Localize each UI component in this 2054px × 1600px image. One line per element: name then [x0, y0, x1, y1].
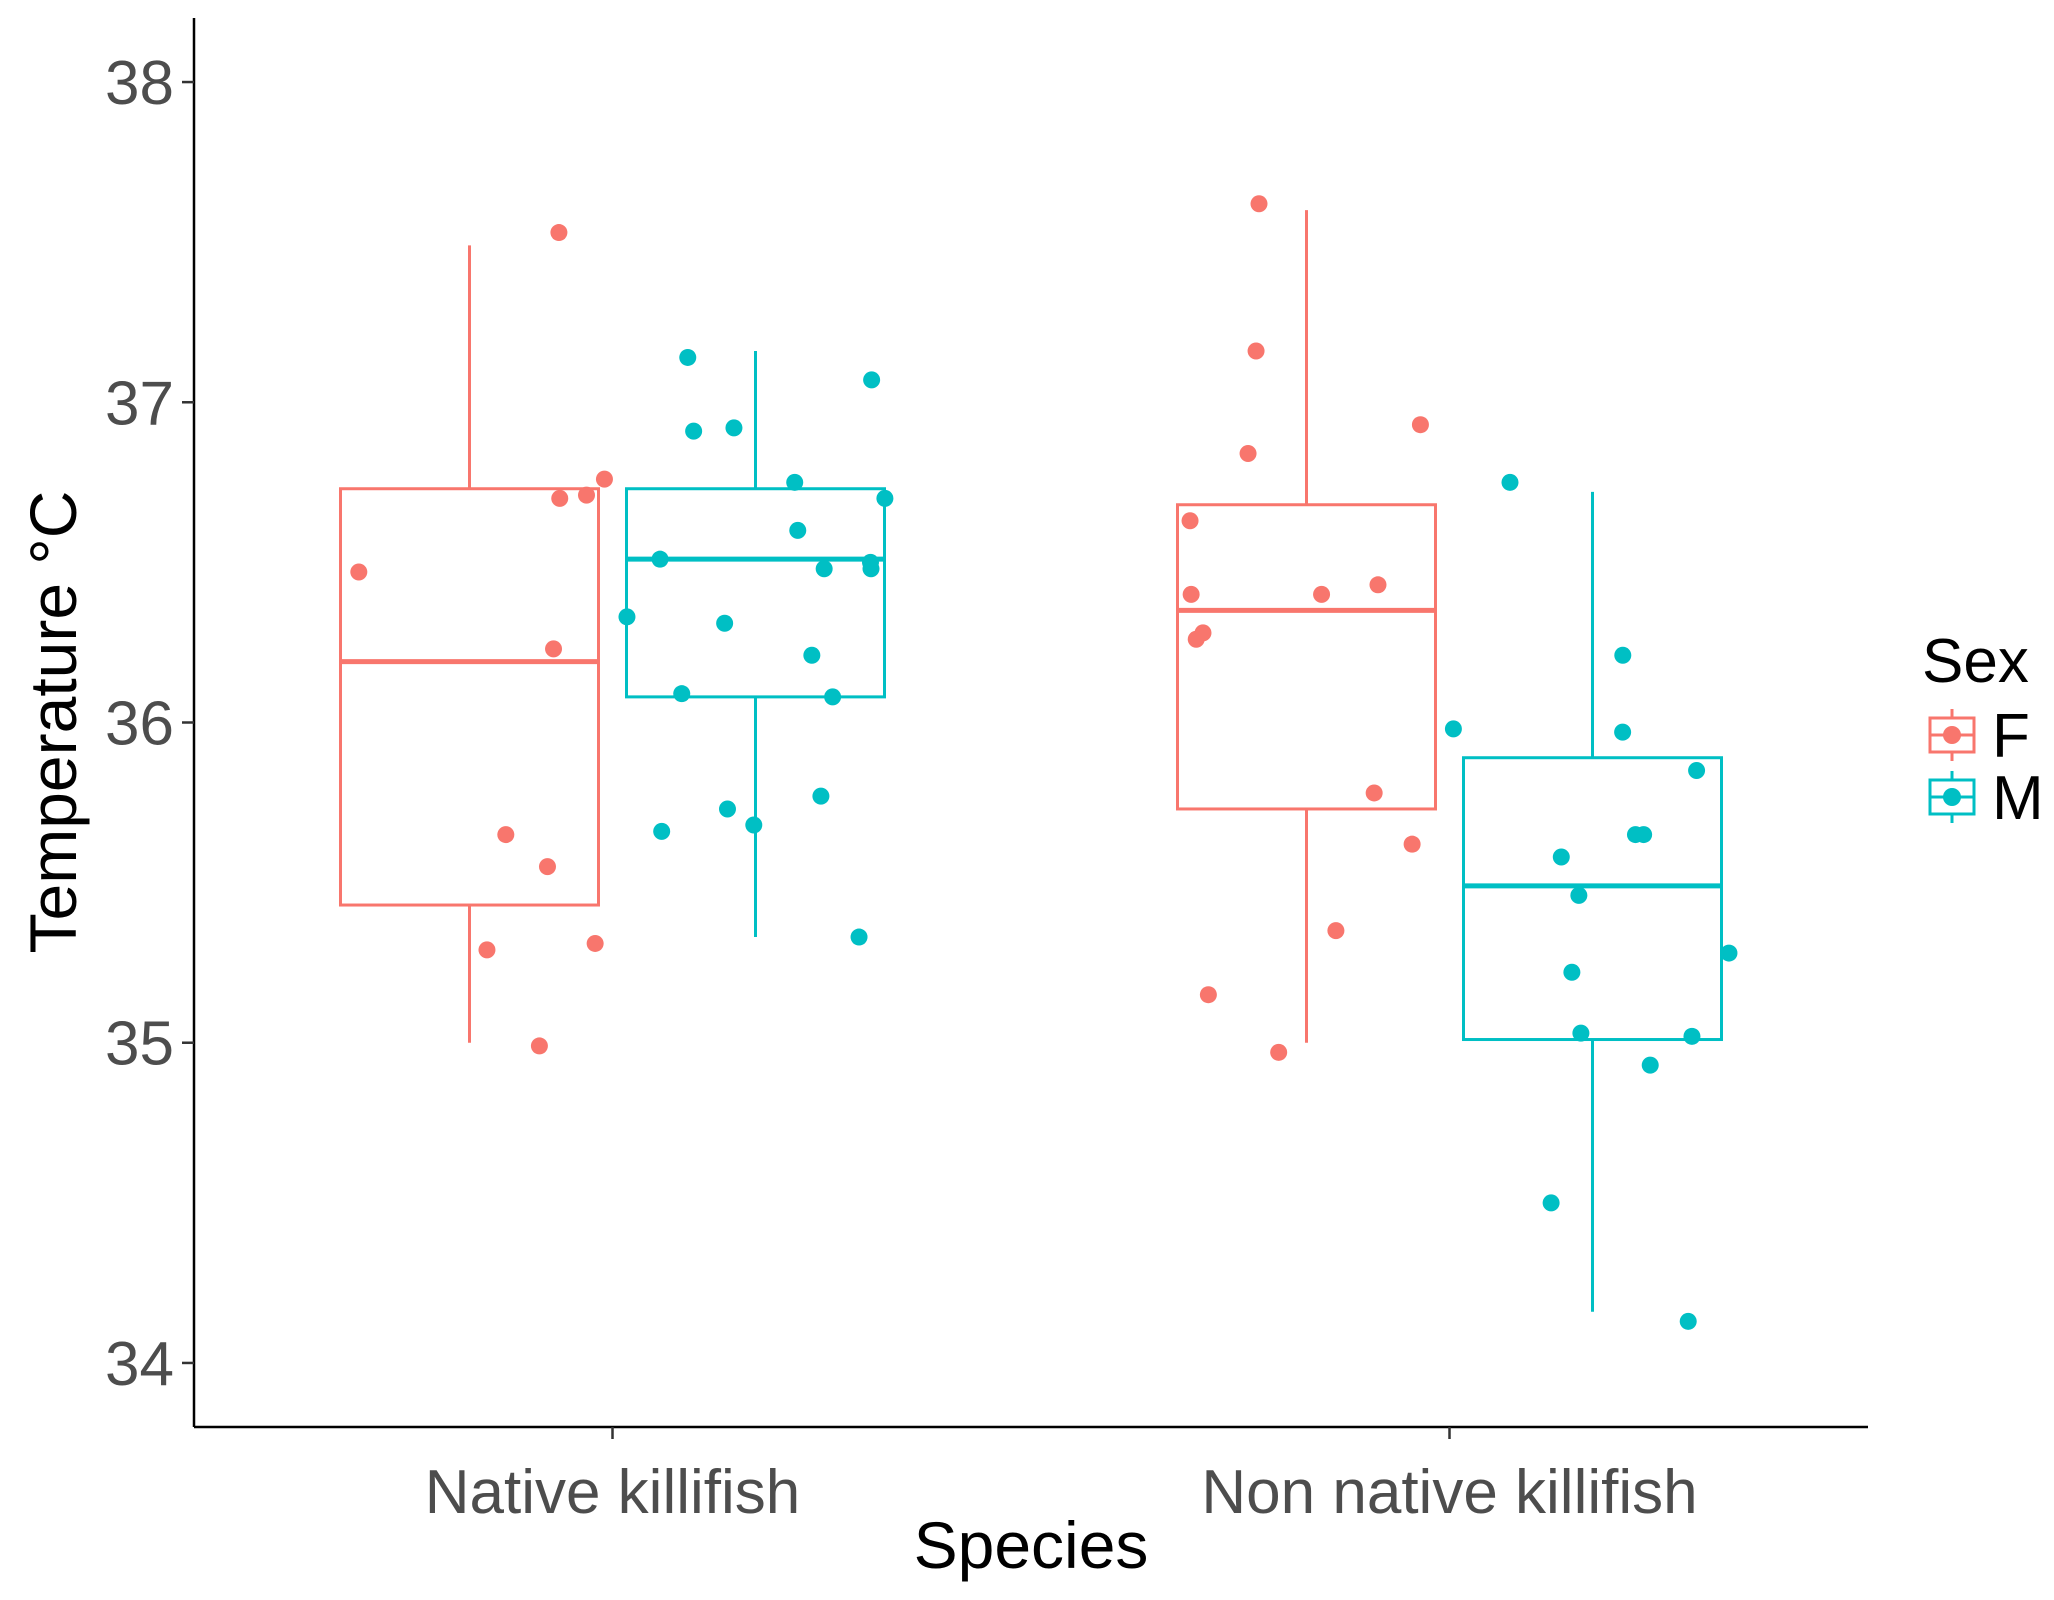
legend-key-point — [1943, 726, 1961, 744]
box-body — [1462, 756, 1723, 1042]
data-point-M — [812, 787, 830, 805]
data-point-F — [1199, 986, 1217, 1004]
data-point-M — [1572, 1024, 1590, 1042]
data-point-F — [586, 934, 604, 952]
y-axis-ticks: 34 35 36 37 38 — [105, 49, 194, 1399]
axes: 34 35 36 37 38 Native killifish Non native ki… — [105, 18, 1868, 1527]
box-M-0 — [625, 351, 886, 938]
box-body — [339, 487, 600, 907]
data-point-F — [1250, 195, 1268, 213]
data-point-M — [1614, 646, 1632, 664]
data-point-M — [863, 371, 881, 389]
data-point-F — [1182, 585, 1200, 603]
data-point-M — [1641, 1056, 1659, 1074]
data-point-M — [653, 822, 671, 840]
data-point-M — [815, 560, 833, 578]
y-tick-label: 37 — [105, 369, 174, 438]
data-point-F — [1181, 512, 1199, 530]
y-axis-title: Temperature °C — [16, 491, 90, 954]
data-point-F — [577, 486, 595, 504]
data-point-F — [551, 489, 569, 507]
data-point-M — [685, 422, 703, 440]
data-point-F — [1365, 784, 1383, 802]
data-point-M — [1614, 723, 1632, 741]
data-point-M — [1501, 473, 1519, 491]
data-point-M — [1720, 944, 1738, 962]
x-tick-label: Native killifish — [425, 1458, 801, 1527]
y-tick-label: 34 — [105, 1330, 174, 1399]
data-point-M — [679, 348, 697, 366]
y-tick-label: 35 — [105, 1010, 174, 1079]
data-point-F — [1411, 416, 1429, 434]
data-point-F — [1403, 835, 1421, 853]
data-point-F — [350, 563, 368, 581]
data-point-F — [497, 826, 515, 844]
data-point-M — [1542, 1194, 1560, 1212]
data-point-M — [1688, 762, 1706, 780]
data-point-M — [862, 560, 880, 578]
legend: Sex FM — [1922, 627, 2044, 833]
legend-label-M: M — [1992, 764, 2044, 833]
data-point-F — [1313, 585, 1331, 603]
data-point-M — [716, 614, 734, 632]
data-point-M — [1563, 963, 1581, 981]
data-point-F — [595, 470, 613, 488]
data-point-F — [538, 858, 556, 876]
y-tick-label: 38 — [105, 49, 174, 118]
data-point-M — [725, 419, 743, 437]
data-point-F — [1187, 630, 1205, 648]
box-F-0 — [339, 245, 600, 1043]
data-point-F — [478, 941, 496, 959]
data-point-M — [673, 685, 691, 703]
data-point-F — [1239, 445, 1257, 463]
data-point-F — [1247, 342, 1265, 360]
data-point-M — [786, 473, 804, 491]
data-point-F — [550, 224, 568, 242]
data-point-M — [1444, 720, 1462, 738]
data-point-M — [745, 816, 763, 834]
x-axis-title: Species — [914, 1508, 1149, 1582]
y-tick-label: 36 — [105, 690, 174, 759]
data-point-M — [1635, 826, 1653, 844]
data-point-M — [618, 608, 636, 626]
box-F-1 — [1176, 210, 1437, 1043]
legend-key-M: M — [1928, 764, 2044, 833]
data-point-M — [718, 800, 736, 818]
data-point-F — [530, 1037, 548, 1055]
legend-key-F: F — [1928, 702, 2030, 771]
data-point-M — [803, 646, 821, 664]
data-point-M — [789, 521, 807, 539]
data-point-M — [1552, 848, 1570, 866]
legend-key-point — [1943, 788, 1961, 806]
x-tick-label: Non native killifish — [1201, 1458, 1697, 1527]
data-point-F — [545, 640, 563, 658]
data-point-M — [824, 688, 842, 706]
data-point-M — [651, 550, 669, 568]
box-M-1 — [1462, 491, 1723, 1312]
data-point-F — [1369, 576, 1387, 594]
data-point-F — [1270, 1043, 1288, 1061]
box-body — [1176, 503, 1437, 811]
legend-label-F: F — [1992, 702, 2030, 771]
plot-area — [339, 195, 1738, 1330]
data-point-M — [1679, 1312, 1697, 1330]
x-axis-ticks: Native killifish Non native killifish — [425, 1427, 1698, 1527]
data-point-M — [850, 928, 868, 946]
box-body — [625, 487, 886, 699]
data-point-M — [876, 489, 894, 507]
legend-title: Sex — [1922, 627, 2029, 696]
data-point-M — [1683, 1027, 1701, 1045]
data-point-F — [1327, 922, 1345, 940]
data-point-M — [1570, 886, 1588, 904]
